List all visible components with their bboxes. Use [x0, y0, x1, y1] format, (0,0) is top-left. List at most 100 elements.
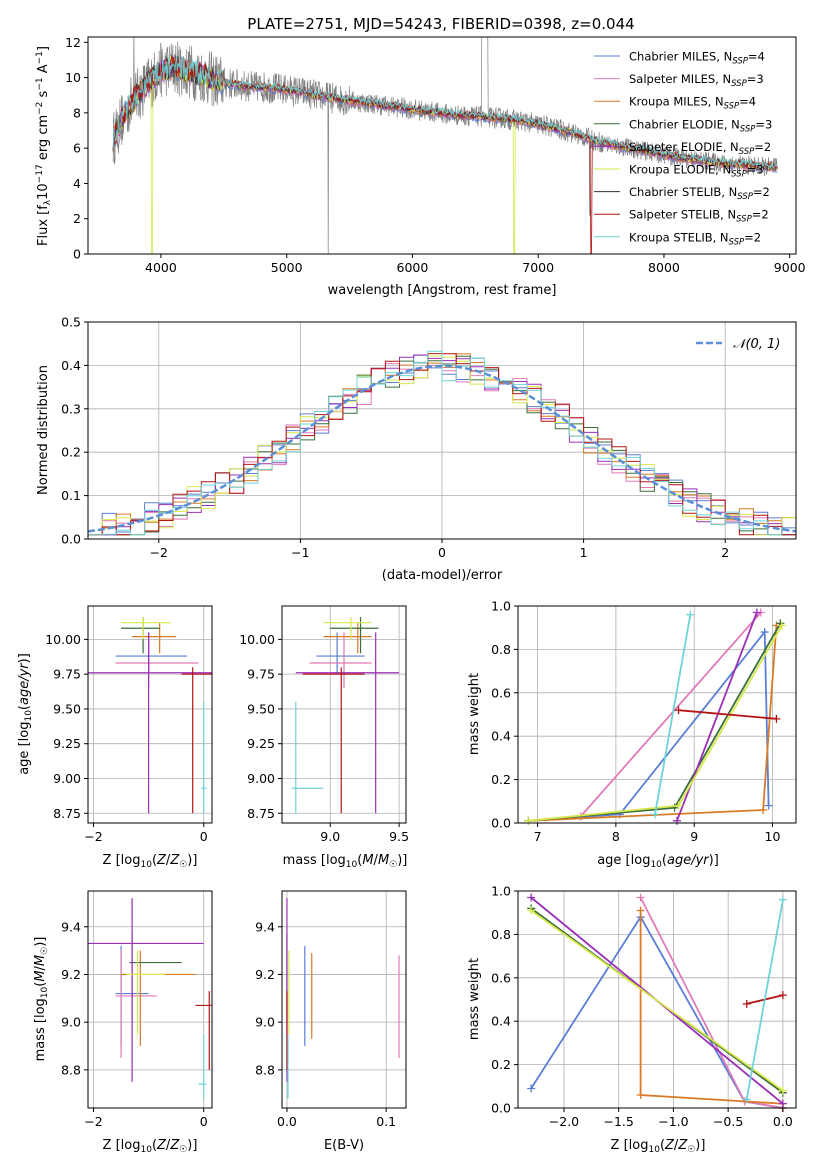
weight-marker [527, 906, 536, 915]
weight-marker [772, 714, 781, 723]
y-tick-label: 10.00 [239, 632, 275, 647]
legend-entry-rest: =4 [748, 50, 765, 64]
weight-marker [742, 999, 751, 1008]
y-tick-label: 0.4 [61, 358, 81, 373]
weight-line [654, 614, 692, 815]
residual-panel: −2 −1 0 1 2 0.0 0.1 0.2 0.3 0.4 0.5 (data-model)/e… [36, 315, 797, 583]
mass-z-x-label: Z [log10(Z/Z☉)] [103, 1138, 198, 1155]
weight-marker [527, 893, 536, 902]
spectrum-model-line [112, 54, 778, 170]
y-tick-label: 1.0 [491, 884, 511, 899]
weight-line [528, 622, 782, 822]
y-tick-label: 0.4 [491, 729, 511, 744]
x-tick-label: −2 [150, 545, 168, 560]
weight-marker [686, 610, 695, 619]
legend-entry-label: Salpeter ELODIE, NSSP=2 [629, 140, 771, 157]
y-tick-label: 9.00 [53, 771, 81, 786]
x-tick-label: 9 [690, 829, 698, 844]
x-tick-label: 10 [765, 829, 781, 844]
legend-entry-label: Kroupa ELODIE, NSSP=3 [629, 163, 764, 180]
x-tick-label: 9000 [774, 260, 806, 275]
gaussian-curve [88, 364, 796, 533]
spectrum-legend: Chabrier MILES, NSSP=4 Salpeter MILES, NS… [594, 50, 772, 247]
y-tick-label: 0.8 [491, 642, 511, 657]
spectrum-y-label: Flux [fλ10−17 erg cm−2 s−1 A−1] [35, 46, 53, 246]
legend-entry-label: Chabrier STELIB, NSSP=2 [629, 185, 770, 202]
y-tick-label: 9.0 [61, 1015, 81, 1030]
x-tick-label: 0.0 [773, 1114, 793, 1129]
weight-vs-z-panel: −2.0 −1.5 −1.0 −0.5 0.0 0.0 0.2 0.4 0.6 0.8 1.0 Z … [467, 884, 797, 1155]
weight-line [579, 611, 762, 818]
x-tick-label: 6000 [397, 260, 429, 275]
y-tick-label: 9.75 [53, 667, 81, 682]
spectrum-x-label: wavelength [Angstrom, rest frame] [328, 283, 557, 298]
y-tick-label: 8.8 [255, 1062, 275, 1077]
figure-title: PLATE=2751, MJD=54243, FIBERID=0398, z=0… [247, 15, 634, 33]
y-tick-label: 0.3 [61, 401, 81, 416]
weight-z-y-label: mass weight [467, 958, 482, 1040]
y-tick-label: 0.8 [491, 927, 511, 942]
residual-legend: 𝒩(0, 1) [696, 337, 780, 352]
x-tick-label: 7000 [522, 260, 554, 275]
weight-marker [778, 991, 787, 1000]
weight-marker [524, 816, 533, 825]
legend-subscript: SSP [724, 102, 740, 112]
age-vs-mass-panel: 9.0 9.5 8.75 9.00 9.25 9.50 9.75 10.00 mass [lo… [239, 605, 409, 870]
y-tick-label: 0.2 [491, 1057, 511, 1072]
legend-subscript: SSP [737, 192, 753, 202]
x-tick-label: −1.5 [604, 1114, 634, 1129]
y-tick-label: 8 [73, 105, 81, 120]
weight-marker [636, 893, 645, 902]
legend-subscript: SSP [736, 215, 752, 225]
age-vs-z-panel: −2 0 8.75 9.00 9.25 9.50 9.75 10.00 Z [log10(Z/… [17, 605, 213, 870]
y-tick-label: 0 [73, 247, 81, 262]
legend-entry-label: Chabrier MILES, NSSP=4 [629, 50, 765, 67]
y-tick-label: 0.0 [61, 532, 81, 547]
y-tick-label: 9.2 [61, 967, 81, 982]
weight-line [530, 915, 784, 1109]
legend-entry-rest: =3 [747, 163, 764, 177]
weight-z-x-label: Z [log10(Z/Z☉)] [611, 1138, 706, 1155]
y-tick-label: 9.25 [247, 736, 275, 751]
legend-subscript: SSP [732, 57, 748, 67]
mass-z-y-label: mass [log10(M/M☉)] [33, 937, 50, 1062]
weight-marker [752, 608, 761, 617]
age-mass-x-label: mass [log10(M/M☉)] [283, 853, 408, 870]
x-tick-label: 7 [534, 829, 542, 844]
mass-vs-z-panel: −2 0 8.8 9.0 9.2 9.4 Z [log10(Z/Z☉)] mass [lo… [33, 890, 213, 1155]
y-tick-label: 6 [73, 141, 81, 156]
x-tick-label: 9.5 [389, 829, 409, 844]
y-tick-label: 8.8 [61, 1062, 81, 1077]
weight-line [528, 625, 778, 822]
y-tick-label: 9.0 [255, 1015, 275, 1030]
x-tick-label: −2.0 [549, 1114, 579, 1129]
x-tick-label: 9.0 [320, 829, 340, 844]
x-tick-label: 0 [200, 829, 208, 844]
weight-marker [764, 801, 773, 810]
age-z-x-label: Z [log10(Z/Z☉)] [103, 853, 198, 870]
legend-gaussian-label: 𝒩(0, 1) [733, 337, 780, 352]
weight-marker [674, 801, 683, 810]
legend-entry-label: Chabrier ELODIE, NSSP=3 [629, 117, 772, 134]
legend-entry-rest: =3 [747, 72, 764, 86]
y-tick-label: 10.00 [45, 632, 81, 647]
x-tick-label: 0.1 [376, 1114, 396, 1129]
y-tick-label: 8.75 [247, 806, 275, 821]
y-tick-label: 0.6 [491, 685, 511, 700]
legend-entry-rest: =2 [754, 140, 771, 154]
x-tick-label: 8 [612, 829, 620, 844]
weight-age-x-label: age [log10(age/yr)] [597, 853, 719, 870]
x-tick-label: 0 [200, 1114, 208, 1129]
weight-marker [672, 816, 681, 825]
x-tick-label: −2 [84, 829, 102, 844]
y-tick-label: 9.75 [247, 667, 275, 682]
x-tick-label: 4000 [145, 260, 177, 275]
y-tick-label: 9.4 [255, 919, 275, 934]
weight-line [528, 629, 770, 822]
x-tick-label: 1 [580, 545, 588, 560]
y-tick-label: 1.0 [491, 599, 511, 614]
weight-line [745, 899, 784, 1100]
weight-marker [636, 1090, 645, 1099]
x-tick-label: −1 [291, 545, 309, 560]
